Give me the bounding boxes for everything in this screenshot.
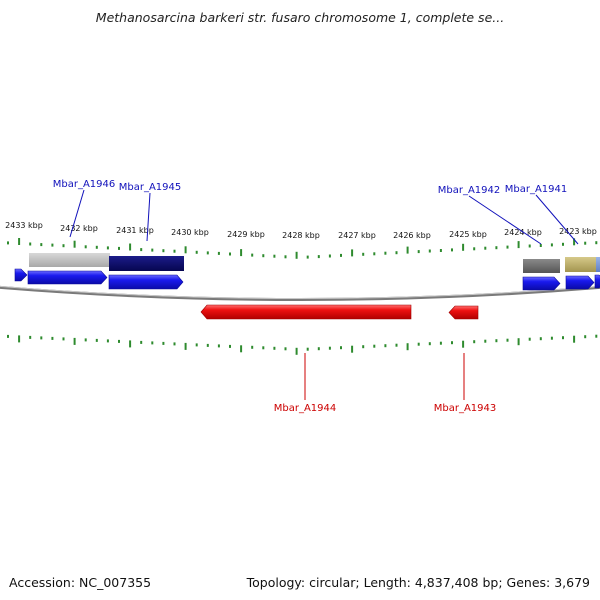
accession-text: Accession: NC_007355: [9, 575, 152, 590]
ruler-tick-labels: 2433 kbp 2432 kbp 2431 kbp 2430 kbp 2429 kbp…: [5, 221, 597, 240]
chromosome-backbone: [0, 285, 600, 301]
ruler-tick-label: 2432 kbp: [60, 224, 98, 233]
forward-gene-arrow[interactable]: [594, 274, 600, 289]
gene-features: [14, 253, 600, 320]
gene-label[interactable]: Mbar_A1945: [119, 182, 182, 193]
forward-gene-arrow[interactable]: [14, 268, 28, 282]
forward-gene-arrow[interactable]: [108, 274, 184, 290]
ruler-tick-label: 2423 kbp: [559, 227, 597, 236]
genome-info-text: Topology: circular; Length: 4,837,408 bp…: [246, 575, 590, 590]
gene-label[interactable]: Mbar_A1941: [505, 184, 568, 195]
gene-label[interactable]: Mbar_A1946: [53, 179, 116, 190]
map-title: Methanosarcina barkeri str. fusaro chrom…: [95, 10, 505, 25]
gene-label[interactable]: Mbar_A1943: [434, 403, 497, 414]
gene-block-gray[interactable]: [29, 253, 110, 267]
forward-gene-arrow[interactable]: [27, 270, 108, 285]
gene-block-khaki[interactable]: [565, 257, 600, 272]
ruler-tick-label: 2427 kbp: [338, 231, 376, 240]
gene-block-navy[interactable]: [109, 256, 184, 271]
upper-ruler: [7, 238, 598, 259]
gene-label[interactable]: Mbar_A1944: [274, 403, 337, 414]
gene-callout-line: [535, 194, 579, 245]
forward-gene-arrow[interactable]: [565, 275, 595, 290]
gene-callout-line: [69, 189, 85, 238]
gene-callout-line: [146, 192, 151, 242]
ruler-tick-label: 2429 kbp: [227, 230, 265, 239]
lower-ruler: [7, 334, 598, 355]
forward-gene-arrow[interactable]: [522, 276, 561, 291]
chromosome-backbone-highlight: [0, 285, 600, 299]
gene-block-darkgray[interactable]: [523, 259, 560, 273]
ruler-tick-label: 2426 kbp: [393, 231, 431, 240]
gene-callouts: Mbar_A1946 Mbar_A1945 Mbar_A1942 Mbar_A1941…: [53, 179, 579, 414]
gene-label[interactable]: Mbar_A1942: [438, 185, 501, 196]
ruler-tick-label: 2425 kbp: [449, 230, 487, 239]
gene-callout-line: [468, 195, 542, 245]
reverse-gene-arrow[interactable]: [448, 305, 479, 320]
ruler-tick-label: 2430 kbp: [171, 228, 209, 237]
gene-block-lightblue[interactable]: [596, 257, 600, 272]
ruler-tick-label: 2428 kbp: [282, 231, 320, 240]
ruler-tick-label: 2433 kbp: [5, 221, 43, 230]
reverse-gene-arrow[interactable]: [200, 304, 412, 320]
ruler-tick-label: 2431 kbp: [116, 226, 154, 235]
